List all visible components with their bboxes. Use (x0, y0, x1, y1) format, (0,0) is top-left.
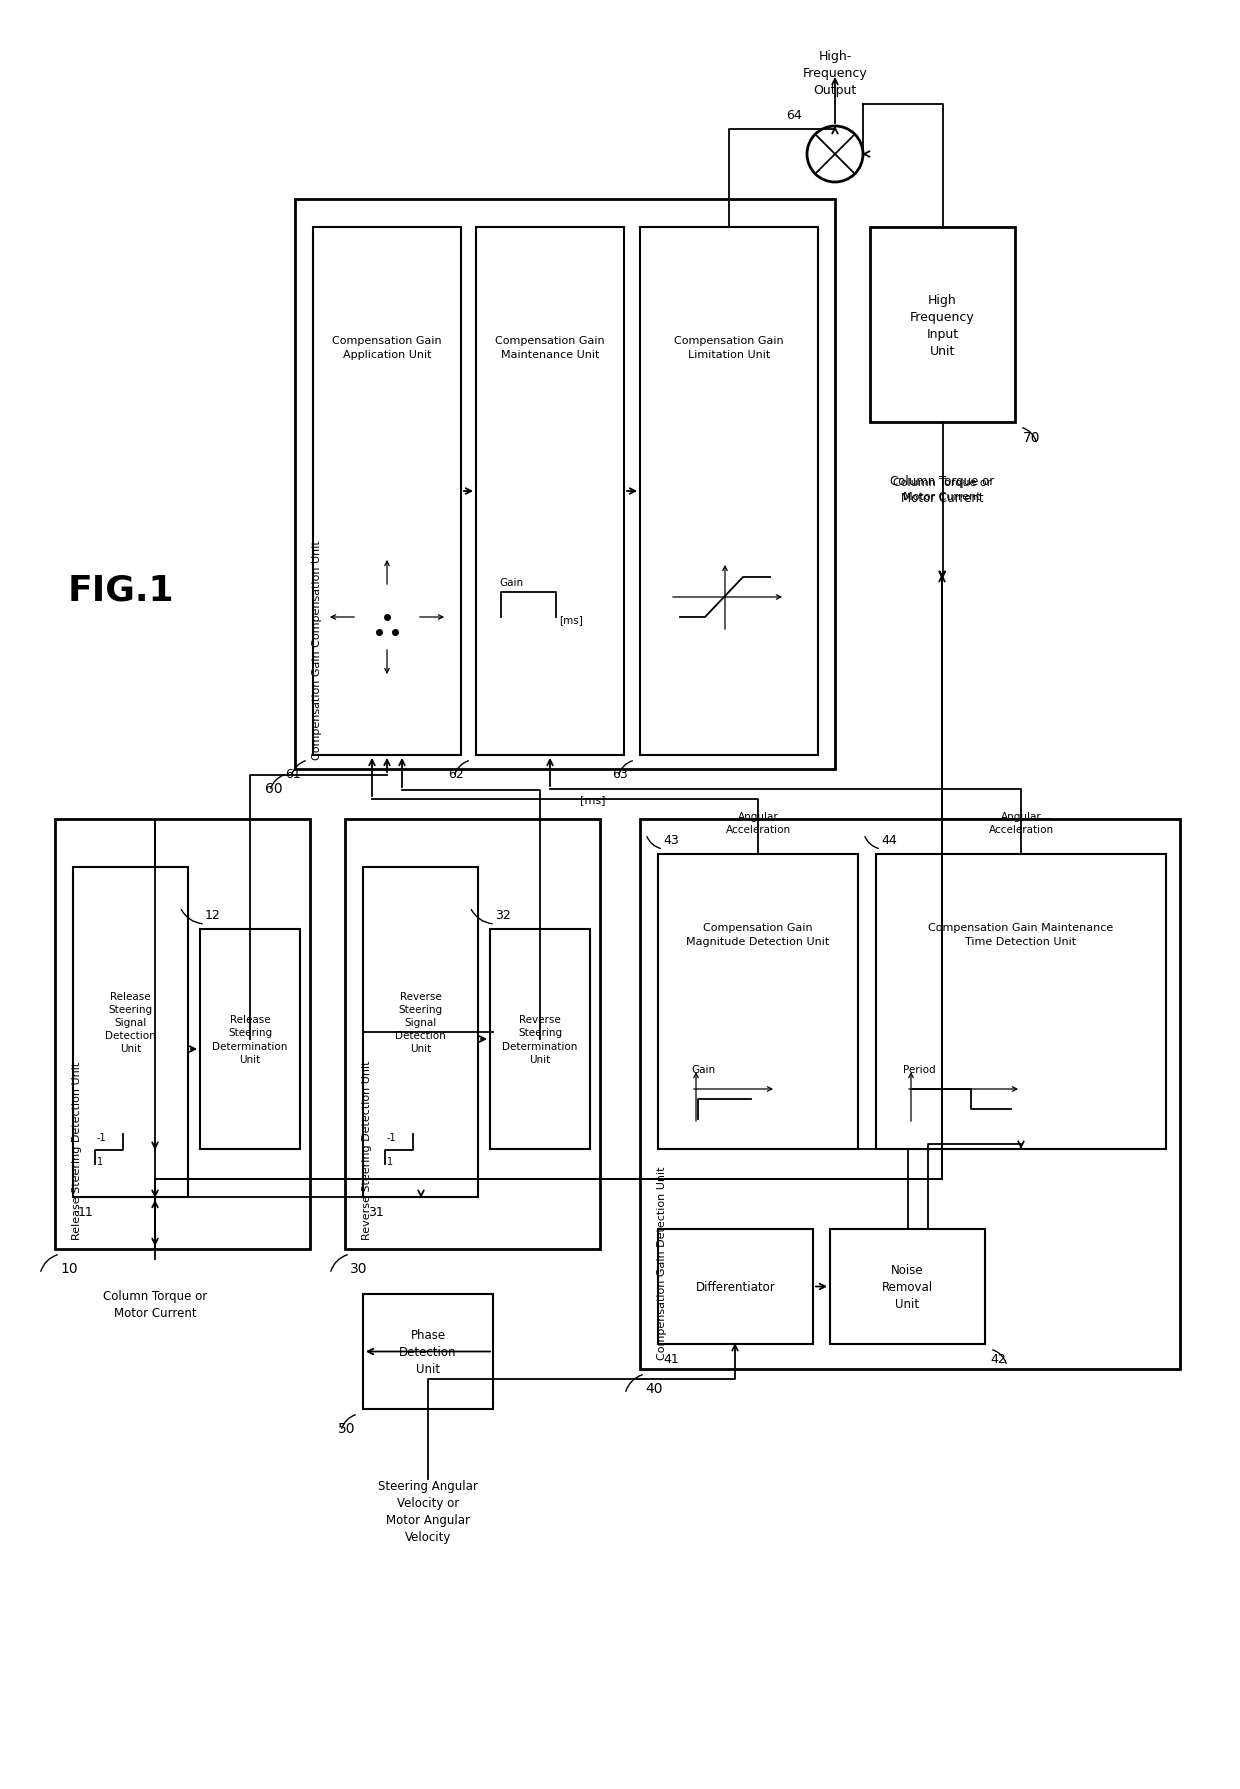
Text: Column Torque or
Motor Current: Column Torque or Motor Current (103, 1290, 207, 1318)
Text: 11: 11 (78, 1206, 94, 1218)
Bar (640, 227, 818, 755)
Text: Release Steering Detection Unit: Release Steering Detection Unit (72, 1061, 82, 1240)
Text: Reverse Steering Detection Unit: Reverse Steering Detection Unit (362, 1059, 372, 1240)
Bar (658, 1229, 813, 1344)
Bar (476, 227, 624, 755)
Text: Gain: Gain (498, 578, 523, 587)
Bar (363, 1293, 494, 1410)
Text: 31: 31 (368, 1206, 383, 1218)
Text: Differentiator: Differentiator (696, 1281, 775, 1293)
Text: 10: 10 (60, 1261, 78, 1276)
Text: 41: 41 (663, 1352, 678, 1365)
Text: Compensation Gain Maintenance
Time Detection Unit: Compensation Gain Maintenance Time Detec… (929, 923, 1114, 946)
Text: 42: 42 (990, 1352, 1006, 1365)
Text: 60: 60 (265, 782, 283, 796)
Bar (312, 227, 461, 755)
Text: Column Torque or
Motor Current: Column Torque or Motor Current (893, 478, 991, 501)
Text: Column Torque or
Motor Current: Column Torque or Motor Current (890, 474, 994, 504)
Text: 12: 12 (205, 909, 221, 921)
Bar (640, 819, 1180, 1369)
Text: High-
Frequency
Output: High- Frequency Output (802, 50, 867, 97)
Text: Gain: Gain (691, 1064, 715, 1075)
Bar (363, 868, 477, 1197)
Text: Compensation Gain
Limitation Unit: Compensation Gain Limitation Unit (675, 336, 784, 360)
Text: -1: -1 (387, 1132, 397, 1143)
Text: -1: -1 (97, 1132, 107, 1143)
Text: High
Frequency
Input
Unit: High Frequency Input Unit (910, 293, 975, 358)
Bar (73, 868, 188, 1197)
Text: Compensation Gain
Magnitude Detection Unit: Compensation Gain Magnitude Detection Un… (687, 923, 830, 946)
Text: 1: 1 (387, 1156, 393, 1166)
Text: Angular
Acceleration: Angular Acceleration (725, 812, 791, 834)
Text: 30: 30 (350, 1261, 367, 1276)
Text: 50: 50 (337, 1420, 355, 1435)
Bar (658, 855, 858, 1149)
Bar (490, 930, 590, 1149)
Text: Compensation Gain
Maintenance Unit: Compensation Gain Maintenance Unit (495, 336, 605, 360)
Text: 70: 70 (1023, 431, 1040, 445)
Bar (200, 930, 300, 1149)
Text: Compensation Gain
Application Unit: Compensation Gain Application Unit (332, 336, 441, 360)
Text: Steering Angular
Velocity or
Motor Angular
Velocity: Steering Angular Velocity or Motor Angul… (378, 1480, 477, 1544)
Text: Angular
Acceleration: Angular Acceleration (988, 812, 1054, 834)
Text: 61: 61 (285, 767, 301, 780)
Text: Reverse
Steering
Determination
Unit: Reverse Steering Determination Unit (502, 1014, 578, 1064)
Text: 1: 1 (97, 1156, 103, 1166)
Bar (295, 200, 835, 769)
Text: 64: 64 (786, 109, 802, 122)
Text: [ms]: [ms] (580, 794, 605, 805)
Text: Period: Period (903, 1064, 936, 1075)
Text: [ms]: [ms] (559, 615, 583, 624)
Text: 63: 63 (613, 767, 627, 780)
Text: Compensation Gain Compensation Unit: Compensation Gain Compensation Unit (312, 540, 322, 760)
Text: Reverse
Steering
Signal
Detection
Unit: Reverse Steering Signal Detection Unit (396, 991, 446, 1054)
Text: Noise
Removal
Unit: Noise Removal Unit (882, 1263, 932, 1310)
Text: 32: 32 (495, 909, 511, 921)
Text: 44: 44 (880, 834, 897, 846)
Text: Phase
Detection
Unit: Phase Detection Unit (399, 1327, 456, 1376)
Bar (870, 227, 1016, 422)
Bar (875, 855, 1166, 1149)
Text: 62: 62 (448, 767, 464, 780)
Text: FIG.1: FIG.1 (68, 572, 175, 606)
Text: Release
Steering
Determination
Unit: Release Steering Determination Unit (212, 1014, 288, 1064)
Text: Release
Steering
Signal
Detection
Unit: Release Steering Signal Detection Unit (105, 991, 156, 1054)
Bar (55, 819, 310, 1249)
Bar (830, 1229, 985, 1344)
Text: 43: 43 (663, 834, 678, 846)
Text: 40: 40 (645, 1381, 662, 1395)
Bar (345, 819, 600, 1249)
Text: Compensation Gain Detection Unit: Compensation Gain Detection Unit (657, 1166, 667, 1360)
